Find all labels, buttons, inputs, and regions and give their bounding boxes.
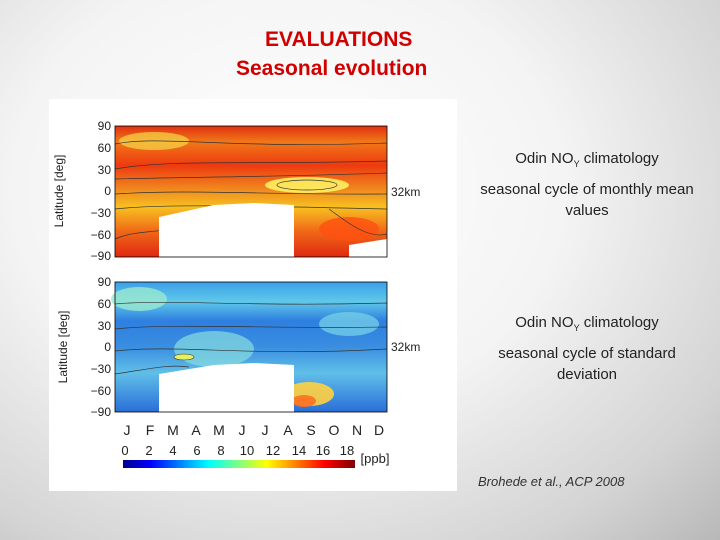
- colorbar-tick: 8: [217, 443, 224, 458]
- y-axis-label-top: Latitude [deg]: [52, 155, 66, 228]
- tick-bottom-90: 90: [98, 275, 112, 289]
- tick-top-m60: −60: [91, 228, 112, 242]
- mean-panel: [114, 125, 388, 258]
- reference-citation: Brohede et al., ACP 2008: [478, 474, 625, 489]
- tick-bottom-m60: −60: [91, 384, 112, 398]
- colorbar-tick: 12: [266, 443, 280, 458]
- tick-bottom-60: 60: [98, 297, 112, 311]
- tick-bottom-0: 0: [104, 340, 111, 354]
- colorbar-tick: 2: [145, 443, 152, 458]
- tick-top-90: 90: [98, 119, 112, 133]
- month-label: M: [167, 422, 179, 438]
- month-label: J: [124, 422, 131, 438]
- colorbar-tick: 4: [169, 443, 176, 458]
- slide-title: EVALUATIONS: [265, 28, 413, 51]
- tick-top-30: 30: [98, 163, 112, 177]
- colorbar-tick: 18: [340, 443, 354, 458]
- tick-top-m30: −30: [91, 206, 112, 220]
- panel2-caption: seasonal cycle of standard deviation: [498, 345, 676, 383]
- colorbar-tick: 0: [121, 443, 128, 458]
- tick-bottom-30: 30: [98, 319, 112, 333]
- month-label: O: [329, 422, 340, 438]
- colorbar-tick: 16: [316, 443, 330, 458]
- colorbar-tick: 14: [292, 443, 306, 458]
- month-label: J: [239, 422, 246, 438]
- tick-top-60: 60: [98, 141, 112, 155]
- tick-top-m90: −90: [91, 249, 112, 263]
- panel2-title: Odin NOY climatology: [515, 314, 659, 333]
- altitude-label-top: 32km: [391, 185, 420, 199]
- climatology-figure: Latitude [deg] Latitude [deg] 90 60 30 0…: [52, 119, 420, 468]
- month-label: S: [306, 422, 315, 438]
- colorbar-tick: 10: [240, 443, 254, 458]
- month-label: A: [191, 422, 201, 438]
- month-label: A: [283, 422, 293, 438]
- month-label: M: [213, 422, 225, 438]
- colorbar: [123, 460, 355, 468]
- slide-subtitle: Seasonal evolution: [236, 57, 428, 80]
- std-panel: [111, 281, 388, 413]
- colorbar-tick: 6: [193, 443, 200, 458]
- month-label: J: [262, 422, 269, 438]
- altitude-label-bottom: 32km: [391, 340, 420, 354]
- month-label: N: [352, 422, 362, 438]
- y-axis-label-bottom: Latitude [deg]: [56, 311, 70, 384]
- colorbar-unit: [ppb]: [361, 451, 390, 466]
- tick-bottom-m90: −90: [91, 405, 112, 419]
- tick-bottom-m30: −30: [91, 362, 112, 376]
- panel1-title: Odin NOY climatology: [515, 150, 659, 169]
- month-label: F: [146, 422, 155, 438]
- tick-top-0: 0: [104, 184, 111, 198]
- month-label: D: [374, 422, 384, 438]
- panel1-caption: seasonal cycle of monthly mean values: [480, 181, 694, 219]
- figure: Latitude [deg] Latitude [deg] 90 60 30 0…: [49, 99, 457, 491]
